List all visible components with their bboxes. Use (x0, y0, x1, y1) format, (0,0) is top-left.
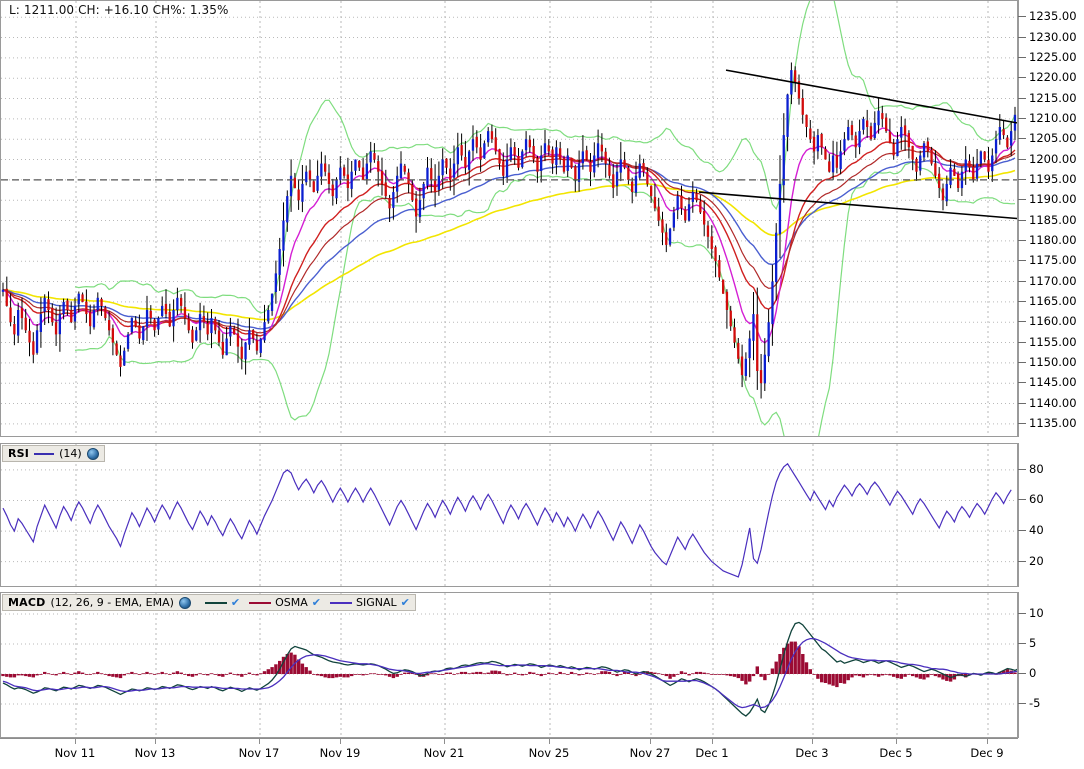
price-axis-tick: 1230.00 (1018, 30, 1077, 44)
x-axis-label: Nov 17 (238, 746, 280, 760)
price-axis-tick: 1170.00 (1018, 274, 1077, 288)
rsi-indicator-label[interactable]: RSI (14) (2, 445, 105, 462)
price-axis-tick: 1165.00 (1018, 294, 1077, 308)
price-axis-tick: 1215.00 (1018, 91, 1077, 105)
price-readout: L: 1211.00 CH: +16.10 CH%: 1.35% (9, 3, 229, 17)
x-axis-tick (712, 738, 713, 744)
rsi-panel[interactable]: RSI (14) (0, 443, 1018, 587)
price-svg (1, 1, 1017, 436)
x-axis-label: Nov 13 (134, 746, 176, 760)
price-axis-tick: 1225.00 (1018, 50, 1077, 64)
macd-axis-tick: 10 (1018, 606, 1044, 620)
price-axis-tick: 1220.00 (1018, 70, 1077, 84)
x-axis-label: Nov 25 (528, 746, 570, 760)
x-axis-tick (650, 738, 651, 744)
macd-axis-spine (1018, 592, 1019, 738)
x-axis-tick (987, 738, 988, 744)
rsi-axis-spine (1018, 443, 1019, 587)
price-axis-tick: 1175.00 (1018, 253, 1077, 267)
macd-axis-tick: 0 (1018, 666, 1036, 680)
rsi-params: (14) (59, 447, 82, 460)
legend-label: SIGNAL (356, 596, 397, 609)
x-axis-tick (155, 738, 156, 744)
macd-plot-area[interactable] (1, 593, 1017, 737)
rsi-y-axis: 80 60 40 20 (1018, 443, 1084, 587)
macd-axis-tick: 5 (1018, 636, 1036, 650)
x-axis-label: Nov 21 (423, 746, 465, 760)
legend-line-icon (204, 601, 227, 604)
x-axis-label: Dec 3 (795, 746, 829, 760)
x-axis-label: Nov 19 (319, 746, 361, 760)
macd-params: (12, 26, 9 - EMA, EMA) (50, 596, 174, 609)
price-axis-tick: 1210.00 (1018, 111, 1077, 125)
price-axis-tick: 1145.00 (1018, 375, 1077, 389)
macd-legend: ✔ OSMA ✔ SIGNAL ✔ (196, 596, 410, 609)
settings-globe-icon[interactable] (178, 596, 191, 609)
macd-indicator-label[interactable]: MACD (12, 26, 9 - EMA, EMA) ✔ OSMA ✔ SIGNAL… (2, 594, 416, 611)
settings-globe-icon[interactable] (86, 447, 99, 460)
macd-legend-item[interactable]: OSMA ✔ (249, 596, 321, 609)
price-axis-spine (1018, 0, 1019, 437)
price-axis-tick: 1195.00 (1018, 172, 1077, 186)
macd-y-axis: 10 5 0 -5 (1018, 592, 1084, 738)
x-axis-tick (896, 738, 897, 744)
price-axis-tick: 1140.00 (1018, 396, 1077, 410)
price-axis-tick: 1160.00 (1018, 314, 1077, 328)
x-axis-label: Nov 11 (54, 746, 96, 760)
x-axis-tick (340, 738, 341, 744)
macd-panel[interactable]: MACD (12, 26, 9 - EMA, EMA) ✔ OSMA ✔ SIGNAL… (0, 592, 1018, 738)
macd-title: MACD (8, 596, 46, 609)
rsi-axis-tick: 60 (1018, 492, 1044, 506)
x-axis-tick (259, 738, 260, 744)
x-axis-label: Dec 5 (879, 746, 913, 760)
x-axis-tick (549, 738, 550, 744)
rsi-color-swatch (34, 452, 55, 455)
macd-svg (1, 593, 1017, 737)
legend-label: OSMA (275, 596, 308, 609)
x-axis: Nov 11 Nov 13 Nov 17 Nov 19 Nov 21 Nov 25 Nov … (0, 738, 1018, 769)
legend-line-icon (249, 601, 272, 604)
x-axis-label: Nov 27 (629, 746, 671, 760)
macd-legend-item[interactable]: ✔ (204, 596, 241, 609)
price-y-axis: 1235.00 1230.00 1225.00 1220.00 1215.00 1210.… (1018, 0, 1084, 437)
rsi-plot-area[interactable] (1, 444, 1017, 586)
x-axis-tick (812, 738, 813, 744)
x-axis-line (0, 738, 1018, 739)
rsi-axis-tick: 20 (1018, 554, 1044, 568)
price-axis-tick: 1205.00 (1018, 131, 1077, 145)
price-axis-tick: 1235.00 (1018, 9, 1077, 23)
price-axis-tick: 1200.00 (1018, 152, 1077, 166)
rsi-axis-tick: 40 (1018, 523, 1044, 537)
legend-check-icon[interactable]: ✔ (230, 596, 241, 609)
price-axis-tick: 1135.00 (1018, 416, 1077, 430)
legend-line-icon (330, 601, 353, 604)
price-panel[interactable]: L: 1211.00 CH: +16.10 CH%: 1.35% (0, 0, 1018, 437)
rsi-svg (1, 444, 1017, 586)
x-axis-tick (444, 738, 445, 744)
price-axis-tick: 1185.00 (1018, 213, 1077, 227)
price-axis-tick: 1180.00 (1018, 233, 1077, 247)
x-axis-label: Dec 1 (695, 746, 729, 760)
legend-check-icon[interactable]: ✔ (400, 596, 410, 609)
x-axis-tick (75, 738, 76, 744)
macd-axis-tick: -5 (1018, 696, 1040, 710)
rsi-axis-tick: 80 (1018, 462, 1044, 476)
price-axis-tick: 1190.00 (1018, 192, 1077, 206)
price-axis-tick: 1150.00 (1018, 355, 1077, 369)
x-axis-label: Dec 9 (970, 746, 1004, 760)
macd-legend-item[interactable]: SIGNAL ✔ (330, 596, 410, 609)
price-plot-area[interactable] (1, 1, 1017, 436)
rsi-title: RSI (8, 447, 30, 460)
price-axis-tick: 1155.00 (1018, 335, 1077, 349)
legend-check-icon[interactable]: ✔ (311, 596, 322, 609)
